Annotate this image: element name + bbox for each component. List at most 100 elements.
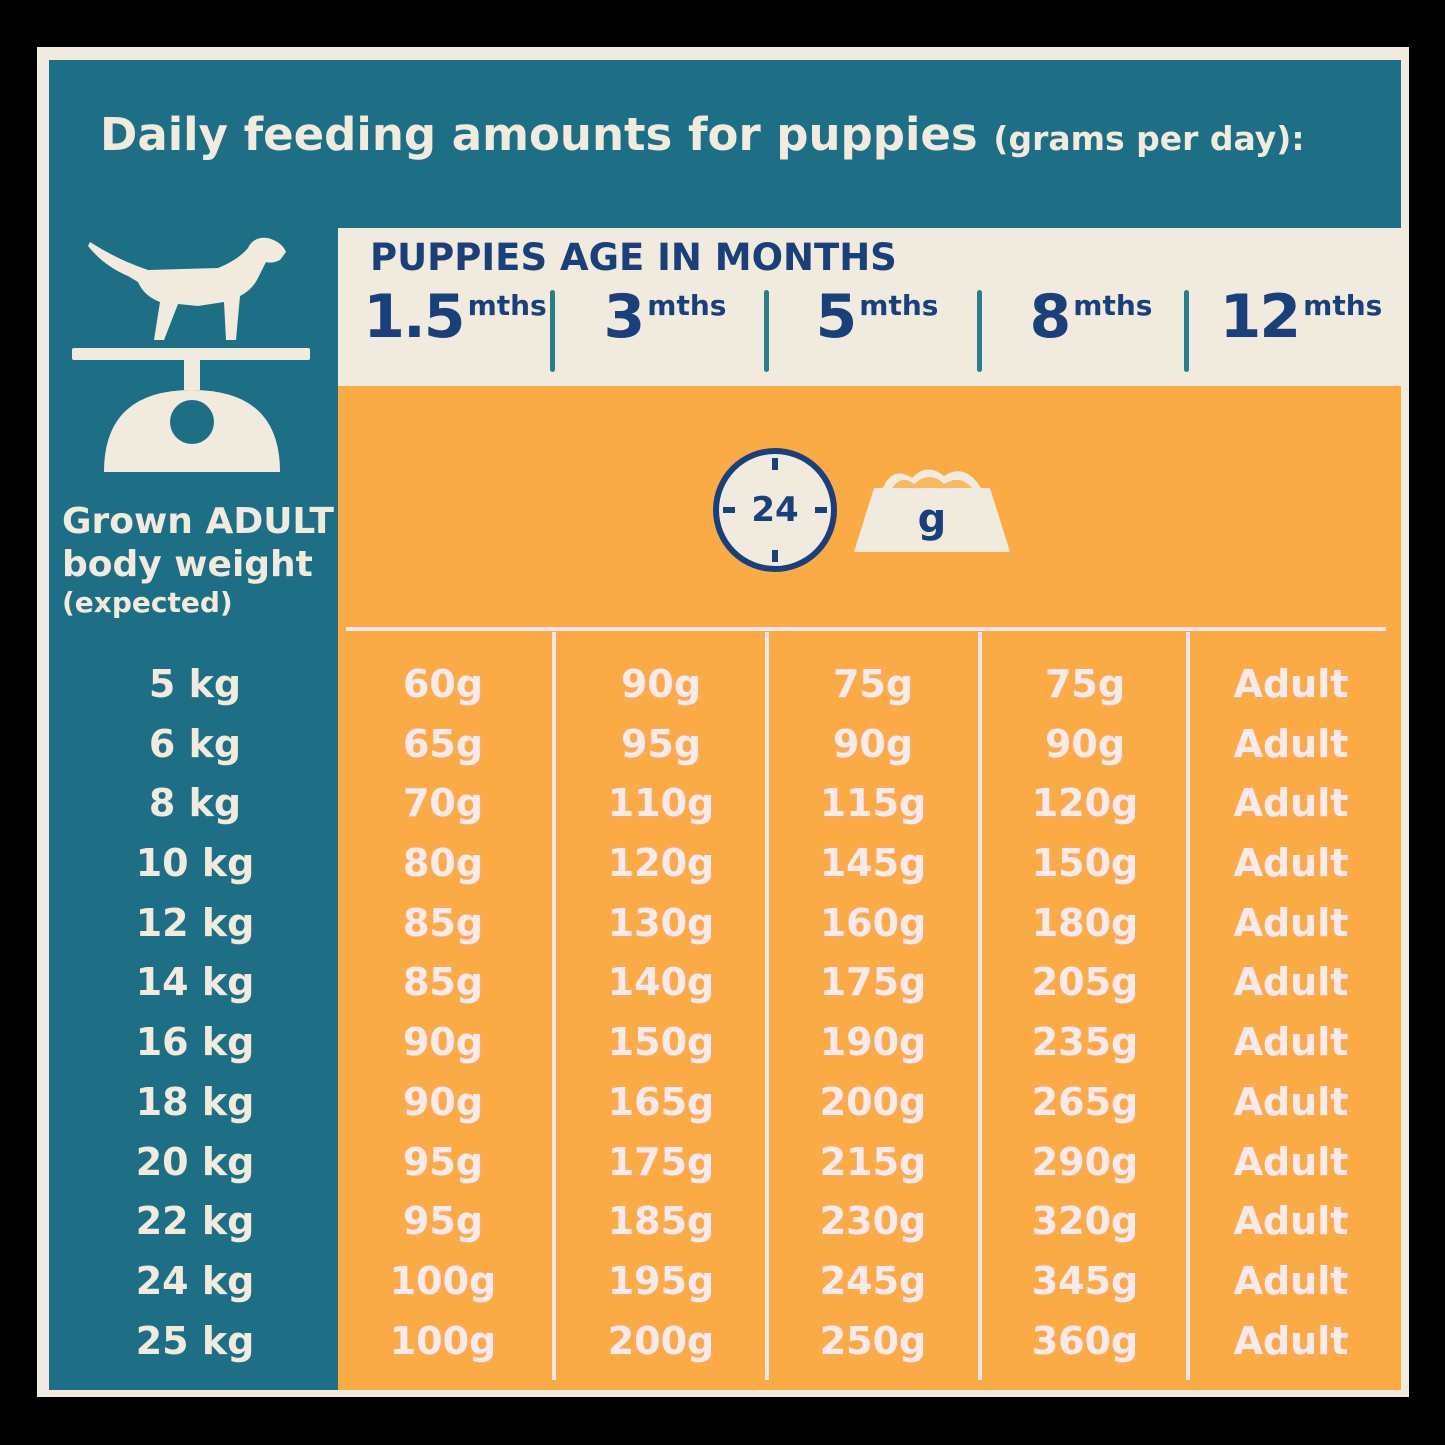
weight-label-line3: (expected) (62, 586, 233, 620)
weight-item: 12 kg (135, 900, 255, 945)
table-cell: 140g (607, 960, 715, 1005)
table-cell: 95g (620, 721, 702, 766)
table-cell: Adult (1233, 662, 1349, 706)
weight-item: 20 kg (135, 1139, 255, 1184)
table-cell: 60g (402, 662, 484, 706)
table-cell: 190g (819, 1020, 927, 1065)
table-cell: 180g (1031, 900, 1139, 945)
month-header-1: 1.5 mths (363, 282, 547, 352)
table-cell: 100g (389, 1318, 497, 1363)
table-row: 85g 130g 160g 180g Adult (338, 894, 1401, 954)
table-cell: 215g (819, 1139, 927, 1184)
page-title: Daily feeding amounts for puppies (grams… (100, 108, 1390, 161)
weight-item: 8 kg (148, 781, 242, 826)
month-header-3: 5 mths (815, 282, 939, 352)
table-row: 95g 185g 230g 320g Adult (338, 1192, 1401, 1252)
clock-24h-icon: 24 (713, 448, 837, 572)
amounts-panel (338, 386, 1401, 1390)
table-cell: 150g (607, 1020, 715, 1065)
table-cell: 120g (1031, 781, 1139, 826)
table-cell: Adult (1233, 1079, 1349, 1124)
table-row: 85g 140g 175g 205g Adult (338, 953, 1401, 1013)
table-cell: Adult (1233, 1199, 1349, 1244)
table-cell: Adult (1233, 721, 1349, 766)
month-header-5: 12 mths (1219, 282, 1383, 352)
weight-label-line2: body weight (62, 544, 313, 586)
table-cell: 85g (402, 960, 484, 1005)
weight-item: 24 kg (135, 1258, 255, 1303)
table-cell: Adult (1233, 1020, 1349, 1065)
table-cell: 90g (620, 662, 702, 706)
month-separator (764, 290, 769, 372)
month-headers: 1.5 mths 3 mths 5 mths 8 mths 12 mths (350, 282, 1400, 382)
table-cell: 70g (402, 781, 484, 826)
table-cell: 360g (1031, 1318, 1139, 1363)
weight-list: 5 kg 6 kg 8 kg 10 kg 12 kg 14 kg 16 kg 1… (110, 655, 280, 1371)
table-cell: 90g (1044, 721, 1126, 766)
table-row: 90g 150g 190g 235g Adult (338, 1013, 1401, 1073)
table-divider (346, 627, 1386, 631)
bowl-label: g (917, 496, 947, 542)
table-cell: 200g (819, 1079, 927, 1124)
table-cell: 265g (1031, 1079, 1139, 1124)
table-cell: 345g (1031, 1258, 1139, 1303)
table-row: 70g 110g 115g 120g Adult (338, 774, 1401, 834)
table-cell: 320g (1031, 1199, 1139, 1244)
table-cell: 85g (402, 900, 484, 945)
table-cell: 165g (607, 1079, 715, 1124)
table-cell: 115g (819, 781, 927, 826)
weight-item: 16 kg (135, 1020, 255, 1065)
month-separator (550, 290, 555, 372)
weight-item: 10 kg (135, 841, 255, 886)
table-cell: 185g (607, 1199, 715, 1244)
age-header-band (338, 228, 1401, 386)
column-divider (978, 632, 982, 1380)
table-cell: 95g (402, 1199, 484, 1244)
column-divider (552, 632, 556, 1380)
weight-item: 18 kg (135, 1079, 255, 1124)
month-separator (1184, 290, 1189, 372)
table-cell: 150g (1031, 841, 1139, 886)
table-cell: 75g (1044, 662, 1126, 706)
table-cell: 245g (819, 1258, 927, 1303)
table-cell: 90g (402, 1079, 484, 1124)
table-row: 95g 175g 215g 290g Adult (338, 1133, 1401, 1193)
table-cell: 80g (402, 841, 484, 886)
dog-on-scale-icon (68, 230, 318, 480)
table-cell: 230g (819, 1199, 927, 1244)
table-cell: 290g (1031, 1139, 1139, 1184)
table-cell: Adult (1233, 900, 1349, 945)
table-cell: 120g (607, 841, 715, 886)
table-cell: 160g (819, 900, 927, 945)
amount-table: 60g 90g 75g 75g Adult 65g 95g 90g 90g Adult 70g 110… (338, 655, 1401, 1371)
table-cell: Adult (1233, 1318, 1349, 1363)
table-cell: Adult (1233, 1139, 1349, 1184)
table-cell: 195g (607, 1258, 715, 1303)
table-cell: 95g (402, 1139, 484, 1184)
table-cell: 175g (819, 960, 927, 1005)
table-row: 90g 165g 200g 265g Adult (338, 1073, 1401, 1133)
table-cell: 200g (607, 1318, 715, 1363)
table-row: 65g 95g 90g 90g Adult (338, 715, 1401, 775)
title-sub: (grams per day): (993, 119, 1305, 158)
table-cell: Adult (1233, 841, 1349, 886)
table-row: 80g 120g 145g 150g Adult (338, 834, 1401, 894)
weight-item: 6 kg (148, 721, 242, 766)
weight-item: 5 kg (148, 662, 242, 706)
month-header-2: 3 mths (603, 282, 727, 352)
age-heading: PUPPIES AGE IN MONTHS (370, 236, 897, 279)
table-cell: 75g (832, 662, 914, 706)
column-divider (765, 632, 769, 1380)
table-cell: 100g (389, 1258, 497, 1303)
table-cell: Adult (1233, 960, 1349, 1005)
table-cell: 65g (402, 721, 484, 766)
table-cell: 205g (1031, 960, 1139, 1005)
table-cell: 110g (607, 781, 715, 826)
table-cell: 90g (832, 721, 914, 766)
weight-column-label: Grown ADULT body weight (expected) (62, 500, 334, 620)
weight-label-line1: Grown ADULT (62, 501, 334, 542)
month-separator (977, 290, 982, 372)
table-cell: 90g (402, 1020, 484, 1065)
table-cell: 250g (819, 1318, 927, 1363)
table-cell: 175g (607, 1139, 715, 1184)
